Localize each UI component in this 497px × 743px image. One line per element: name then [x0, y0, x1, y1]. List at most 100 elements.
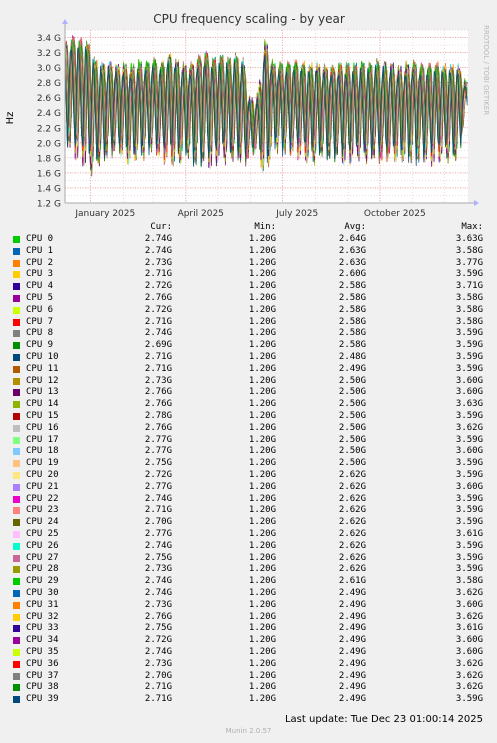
series-min: 1.20G: [248, 564, 276, 575]
series-cur: 2.77G: [144, 529, 172, 539]
series-avg: 2.58G: [338, 281, 366, 292]
series-min: 1.20G: [248, 576, 276, 587]
series-max: 3.63G: [455, 234, 483, 244]
series-avg: 2.49G: [338, 682, 366, 693]
series-swatch: [13, 507, 20, 515]
series-min: 1.20G: [248, 352, 276, 362]
series-max: 3.59G: [455, 363, 483, 374]
series-min: 1.20G: [248, 611, 276, 622]
series-cur: 2.72G: [144, 304, 172, 315]
series-name: CPU 13: [26, 387, 59, 398]
series-cur: 2.77G: [144, 446, 172, 457]
legend-row: CPU 34 2.72G 1.20G 2.49G 3.60G: [0, 635, 497, 647]
series-cur: 2.71G: [144, 682, 172, 693]
legend-row: CPU 27 2.75G 1.20G 2.62G 3.59G: [0, 553, 497, 565]
series-avg: 2.48G: [338, 352, 366, 362]
legend-row: CPU 32 2.76G 1.20G 2.49G 3.62G: [0, 612, 497, 624]
series-max: 3.58G: [455, 293, 483, 303]
series-cur: 2.74G: [144, 234, 172, 244]
legend-row: CPU 9 2.69G 1.20G 2.58G 3.59G: [0, 340, 497, 352]
series-min: 1.20G: [248, 647, 276, 657]
legend-row: CPU 8 2.74G 1.20G 2.58G 3.59G: [0, 328, 497, 340]
series-name: CPU 34: [26, 635, 59, 646]
series-name: CPU 6: [26, 304, 54, 315]
series-swatch: [13, 424, 20, 432]
legend-row: CPU 25 2.77G 1.20G 2.62G 3.61G: [0, 529, 497, 541]
y-tick-label: 2.6 G: [37, 94, 61, 104]
axes: 3.4 G 3.2 G 3.0 G 2.8 G 2.6 G 2.4 G 2.2 G 2.0 G…: [37, 19, 479, 219]
series-cur: 2.78G: [144, 411, 172, 421]
series-cur: 2.71G: [144, 316, 172, 327]
series-avg: 2.50G: [338, 375, 366, 386]
series-min: 1.20G: [248, 481, 276, 492]
series-max: 3.71G: [455, 281, 483, 292]
series-swatch: [13, 696, 20, 704]
series-avg: 2.63G: [338, 245, 366, 256]
y-axis-arrow: [62, 19, 68, 24]
series-avg: 2.62G: [338, 505, 366, 516]
series-name: CPU 29: [26, 576, 59, 587]
series-cur: 2.75G: [144, 552, 172, 563]
series-avg: 2.58G: [338, 316, 366, 327]
series-cur: 2.74G: [144, 245, 172, 256]
series-avg: 2.50G: [338, 422, 366, 433]
series-cur: 2.75G: [144, 623, 172, 634]
series-swatch: [13, 472, 20, 479]
series-swatch: [13, 236, 20, 243]
series-cur: 2.74G: [144, 588, 172, 598]
series-swatch: [13, 542, 20, 550]
series-name: CPU 23: [26, 505, 59, 516]
legend-row: CPU 18 2.77G 1.20G 2.50G 3.60G: [0, 446, 497, 458]
series-cur: 2.76G: [144, 611, 172, 622]
series-max: 3.62G: [455, 682, 483, 693]
series-max: 3.60G: [455, 647, 483, 657]
series-max: 3.59G: [455, 564, 483, 575]
series-cur: 2.71G: [144, 505, 172, 516]
series-name: CPU 12: [26, 375, 59, 386]
series-name: CPU 39: [26, 694, 59, 705]
series-name: CPU 36: [26, 658, 59, 669]
y-tick-label: 1.4 G: [37, 184, 61, 194]
series-cur: 2.74G: [144, 328, 172, 339]
series-cur: 2.77G: [144, 434, 172, 445]
series-max: 3.60G: [455, 446, 483, 457]
series-avg: 2.49G: [338, 694, 366, 705]
series-cur: 2.74G: [144, 493, 172, 504]
legend-row: CPU 3 2.71G 1.20G 2.60G 3.59G: [0, 269, 497, 281]
series-max: 3.59G: [455, 458, 483, 469]
series-name: CPU 25: [26, 529, 59, 539]
series-avg: 2.62G: [338, 552, 366, 563]
x-tick-label: October 2025: [364, 209, 426, 219]
series-max: 3.62G: [455, 658, 483, 669]
series-avg: 2.49G: [338, 363, 366, 374]
series-swatch: [13, 601, 20, 609]
series-name: CPU 38: [26, 682, 59, 693]
series-min: 1.20G: [248, 694, 276, 705]
series-avg: 2.50G: [338, 458, 366, 469]
series-max: 3.59G: [455, 493, 483, 504]
legend-header: Cur: Min: Avg: Max:: [0, 222, 497, 234]
series-min: 1.20G: [248, 517, 276, 528]
series-name: CPU 30: [26, 588, 59, 598]
generator-credit: Munin 2.0.57: [225, 727, 272, 735]
series-cur: 2.71G: [144, 694, 172, 705]
series-max: 3.60G: [455, 375, 483, 386]
series-avg: 2.49G: [338, 635, 366, 646]
series-cur: 2.77G: [144, 481, 172, 492]
series-name: CPU 5: [26, 293, 54, 303]
legend-row: CPU 16 2.76G 1.20G 2.50G 3.62G: [0, 423, 497, 435]
series-max: 3.60G: [455, 481, 483, 492]
series-name: CPU 18: [26, 446, 59, 457]
series-swatch: [13, 413, 20, 420]
series-min: 1.20G: [248, 552, 276, 563]
series-name: CPU 10: [26, 352, 59, 362]
series-cur: 2.76G: [144, 399, 172, 410]
series-avg: 2.50G: [338, 446, 366, 457]
series-swatch: [13, 578, 20, 586]
series-min: 1.20G: [248, 387, 276, 398]
legend-row: CPU 17 2.77G 1.20G 2.50G 3.59G: [0, 435, 497, 447]
legend-row: CPU 0 2.74G 1.20G 2.64G 3.63G: [0, 234, 497, 246]
legend-row: CPU 5 2.76G 1.20G 2.58G 3.58G: [0, 293, 497, 305]
series-cur: 2.73G: [144, 658, 172, 669]
series-swatch: [13, 660, 20, 668]
